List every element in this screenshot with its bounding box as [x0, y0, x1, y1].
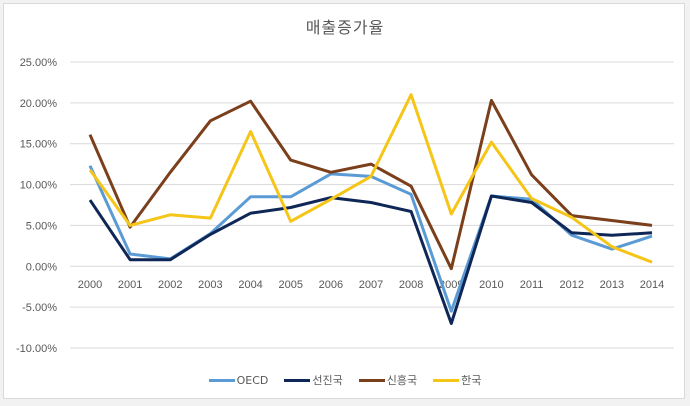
x-tick-label: 2001: [118, 279, 142, 291]
series-line: [88, 98, 653, 271]
y-tick-label: 25.00%: [20, 57, 58, 69]
x-tick-label: 2006: [319, 279, 343, 291]
legend-item: 선진국: [284, 372, 343, 388]
legend-item: 한국: [433, 372, 481, 388]
chart-title: 매출증가율: [305, 18, 385, 37]
x-tick-label: 2014: [640, 279, 664, 291]
y-tick-label: -5.00%: [22, 302, 57, 314]
gridlines: [70, 61, 674, 349]
x-tick-label: 2011: [520, 279, 544, 291]
x-tick-label: 2009: [439, 279, 463, 291]
y-tick-label: 15.00%: [20, 139, 58, 151]
legend-item: OECD: [208, 372, 269, 388]
legend-line-icon: [284, 378, 311, 382]
y-tick-label: 5.00%: [26, 220, 57, 232]
x-tick-label: 2002: [158, 279, 182, 291]
x-tick-label: 2007: [359, 279, 383, 291]
x-axis-ticks: 2000 2001 2002 2003 2004 2005 2006 2007 2008 2009…: [78, 279, 664, 291]
x-tick-label: 2005: [278, 279, 302, 291]
legend-item: 신흥국: [358, 372, 418, 388]
y-tick-label: 0.00%: [26, 261, 57, 273]
y-tick-label: -10.00%: [16, 343, 57, 355]
x-tick-label: 2010: [479, 279, 503, 291]
chart-area: [3, 3, 685, 399]
series-line: [88, 194, 653, 325]
x-tick-label: 2012: [559, 279, 583, 291]
x-tick-label: 2003: [198, 279, 222, 291]
y-tick-label: 10.00%: [20, 180, 58, 192]
legend-line-icon: [208, 378, 235, 382]
series-line: [88, 93, 653, 264]
legend-line-icon: [433, 378, 460, 382]
legend-line-icon: [358, 378, 385, 382]
x-tick-label: 2008: [399, 279, 423, 291]
series-lines: [88, 93, 653, 325]
x-tick-label: 2000: [78, 279, 102, 291]
legend-label: 신흥국: [386, 374, 418, 387]
x-tick-label: 2013: [600, 279, 624, 291]
y-axis-ticks: 25.00% 20.00% 15.00% 10.00% 5.00% 0.00% -5.00%…: [16, 57, 57, 355]
legend-label: 선진국: [312, 374, 343, 387]
y-tick-label: 20.00%: [20, 98, 58, 110]
legend: OECD 선진국 신흥국 한국: [0, 372, 690, 388]
x-tick-label: 2004: [238, 279, 262, 291]
legend-label: OECD: [236, 373, 269, 387]
legend-label: 한국: [461, 374, 482, 387]
